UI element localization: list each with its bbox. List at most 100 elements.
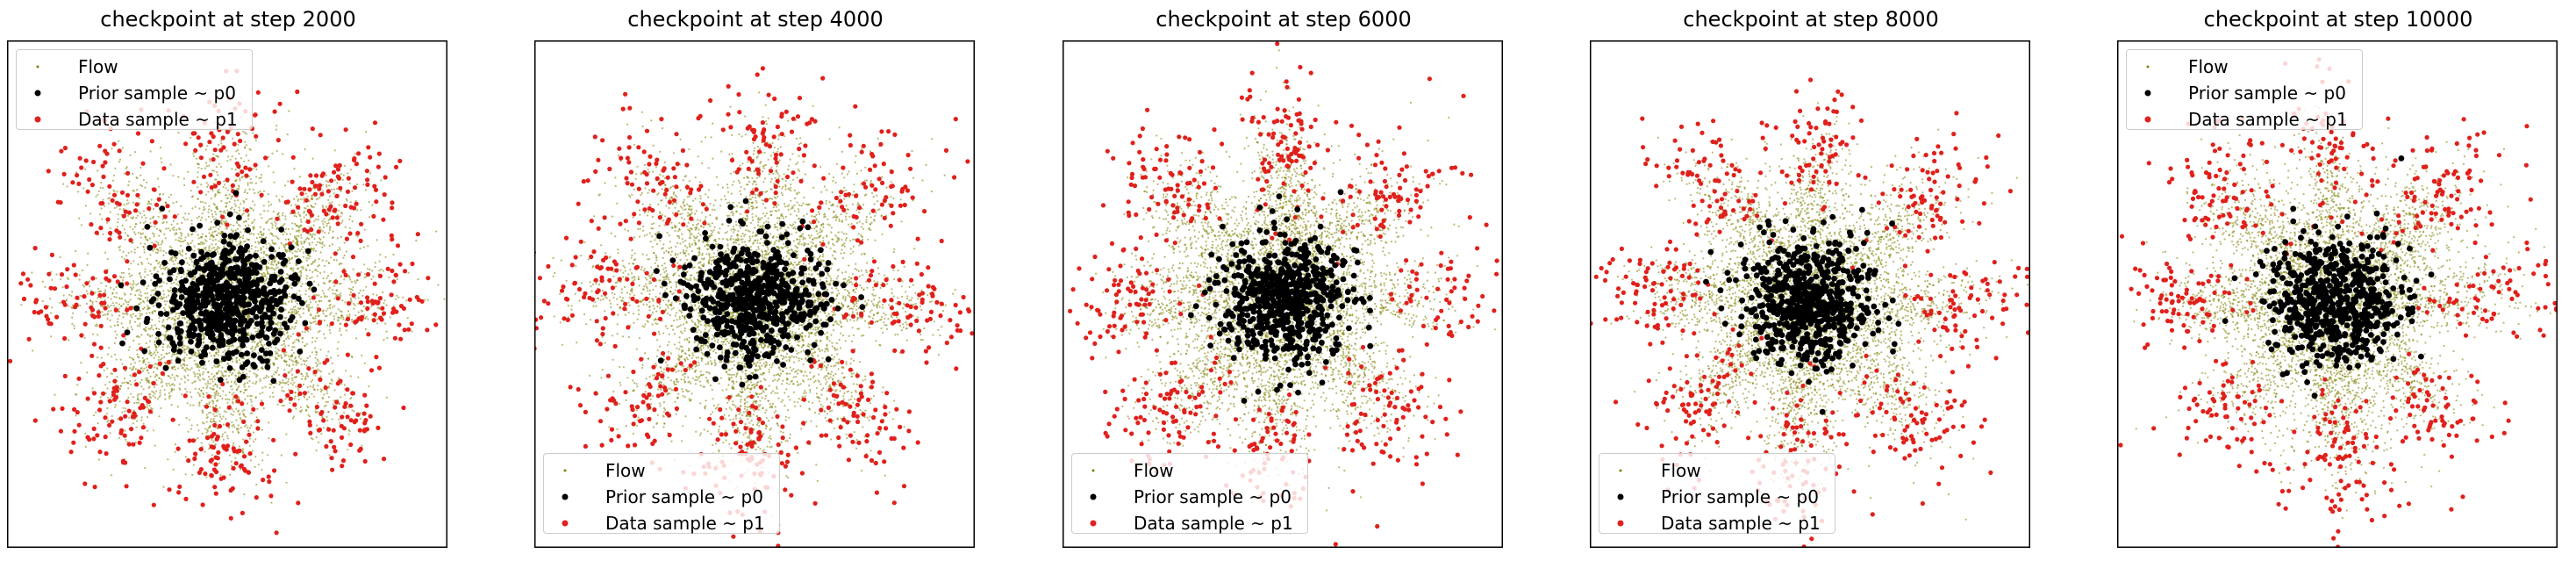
flow-point: [218, 387, 221, 390]
flow-point: [316, 270, 318, 273]
flow-point: [132, 358, 135, 361]
flow-point: [198, 373, 201, 376]
flow-point: [236, 244, 239, 247]
flow-point: [105, 376, 109, 378]
flow-point: [340, 263, 343, 265]
flow-point: [128, 346, 131, 349]
flow-point: [182, 177, 185, 180]
flow-point: [355, 279, 358, 282]
flow-point: [300, 220, 303, 223]
flow-point: [129, 226, 132, 228]
flow-point: [303, 212, 305, 214]
flow-point: [306, 264, 309, 267]
flow-point: [281, 343, 283, 347]
flow-point: [214, 193, 217, 196]
flow-point: [124, 313, 126, 315]
flow-point: [117, 221, 119, 224]
flow-point: [294, 255, 297, 257]
flow-point: [247, 218, 250, 220]
flow-point: [157, 263, 160, 265]
flow-point: [203, 370, 205, 373]
flow-point: [172, 383, 175, 385]
flow-point: [243, 493, 246, 496]
flow-point: [267, 155, 270, 158]
flow-point: [150, 324, 154, 327]
flow-point: [154, 375, 157, 378]
flow-point: [326, 419, 329, 422]
flow-point: [171, 373, 174, 377]
flow-point: [132, 396, 135, 399]
flow-point: [231, 155, 233, 158]
flow-point: [104, 384, 107, 386]
flow-point: [168, 245, 171, 248]
flow-point: [327, 350, 330, 353]
flow-point: [106, 353, 110, 356]
flow-point: [315, 323, 318, 326]
flow-point: [160, 263, 162, 266]
flow-point: [100, 182, 103, 184]
flow-point: [140, 277, 143, 279]
flow-point: [307, 414, 310, 416]
flow-point: [339, 310, 342, 313]
flow-point: [218, 406, 221, 409]
flow-point: [311, 270, 314, 273]
flow-point: [232, 414, 234, 416]
flow-point: [158, 234, 161, 237]
flow-point: [155, 337, 158, 340]
flow-point: [269, 203, 272, 205]
flow-point: [121, 298, 124, 300]
flow-point: [233, 410, 235, 413]
flow-point: [337, 316, 340, 319]
flow-point: [233, 442, 235, 444]
flow-point: [348, 315, 351, 318]
flow-point: [154, 225, 156, 228]
flow-point: [296, 241, 299, 243]
flow-point: [213, 420, 216, 423]
flow-point: [207, 191, 210, 193]
flow-point: [226, 401, 229, 404]
flow-point: [142, 221, 145, 224]
flow-point: [236, 334, 240, 337]
flow-point: [303, 197, 305, 199]
flow-point: [197, 363, 199, 365]
flow-point: [363, 228, 366, 231]
flow-point: [73, 324, 75, 327]
flow-point: [347, 433, 350, 435]
flow-point: [261, 236, 263, 239]
flow-point: [122, 276, 125, 278]
flow-point: [173, 388, 175, 391]
flow-point: [326, 277, 328, 279]
flow-point: [265, 221, 268, 224]
flow-point: [203, 205, 205, 208]
flow-point: [220, 140, 223, 142]
flow-point: [92, 333, 95, 335]
flow-point: [257, 327, 260, 330]
flow-point: [275, 149, 278, 152]
flow-point: [178, 423, 181, 426]
flow-point: [335, 313, 338, 315]
flow-point: [271, 392, 274, 394]
flow-point: [259, 257, 261, 260]
flow-point: [139, 317, 141, 320]
flow-point: [316, 365, 318, 368]
flow-point: [107, 313, 110, 315]
flow-point: [215, 335, 218, 338]
flow-point: [236, 221, 239, 225]
flow-point: [250, 207, 254, 210]
flow-point: [385, 304, 388, 306]
flow-point: [147, 262, 150, 264]
flow-point: [200, 241, 203, 244]
flow-point: [241, 450, 244, 452]
flow-point: [190, 219, 193, 222]
flow-point: [364, 189, 367, 191]
flow-point: [353, 410, 355, 413]
flow-point: [311, 392, 313, 395]
flow-point: [187, 374, 190, 377]
flow-point: [267, 270, 269, 273]
flow-point: [268, 421, 270, 424]
flow-point: [155, 260, 158, 263]
flow-point: [49, 298, 52, 300]
flow-point: [147, 334, 149, 336]
flow-point: [206, 185, 209, 188]
flow-point: [237, 410, 240, 413]
